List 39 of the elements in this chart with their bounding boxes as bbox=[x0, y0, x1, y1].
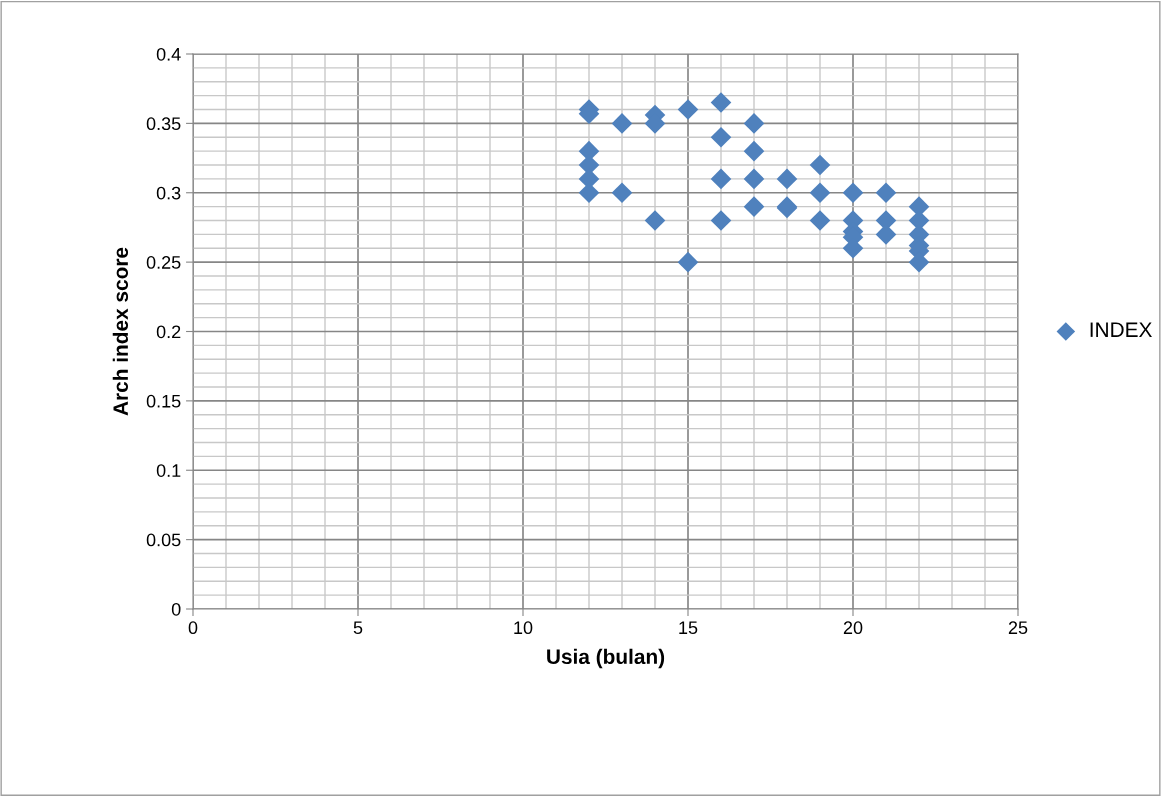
point bbox=[842, 182, 864, 204]
point bbox=[809, 210, 831, 231]
point bbox=[809, 182, 831, 204]
point bbox=[776, 168, 798, 190]
y-tick-label: 0.4 bbox=[156, 47, 181, 61]
y-tick-label: 0.25 bbox=[146, 256, 181, 269]
x-tick-label: 25 bbox=[1008, 621, 1028, 635]
x-axis-title: Usia (bulan) bbox=[547, 648, 665, 669]
x-tick-label: 10 bbox=[514, 621, 533, 635]
point bbox=[578, 182, 600, 204]
point bbox=[710, 126, 732, 148]
point bbox=[743, 113, 765, 134]
x-tick-label: 20 bbox=[843, 621, 863, 635]
point bbox=[710, 210, 732, 231]
legend-label: INDEX bbox=[1090, 322, 1152, 337]
x-tick-label: 5 bbox=[353, 621, 363, 635]
y-tick-label: 0.15 bbox=[146, 394, 181, 408]
point bbox=[677, 99, 699, 120]
point bbox=[644, 210, 666, 231]
x-tick-label: 0 bbox=[188, 621, 198, 635]
x-tick-label: 15 bbox=[679, 621, 698, 635]
y-tick-label: 0.1 bbox=[156, 464, 181, 477]
y-tick-label: 0 bbox=[171, 602, 181, 616]
y-tick-label: 0.35 bbox=[146, 117, 181, 131]
y-tick-label: 0.2 bbox=[156, 325, 181, 339]
point bbox=[710, 168, 732, 190]
point bbox=[809, 154, 831, 176]
point bbox=[710, 92, 732, 113]
point bbox=[875, 224, 897, 245]
point bbox=[743, 196, 765, 217]
y-tick-label: 0.3 bbox=[156, 186, 181, 200]
point bbox=[743, 168, 765, 190]
y-axis-title: Arch index score bbox=[112, 247, 129, 416]
point bbox=[611, 182, 633, 204]
point bbox=[743, 140, 765, 162]
y-tick-label: 0.05 bbox=[146, 533, 181, 547]
point bbox=[611, 113, 633, 134]
point bbox=[677, 251, 699, 273]
point bbox=[875, 182, 897, 204]
